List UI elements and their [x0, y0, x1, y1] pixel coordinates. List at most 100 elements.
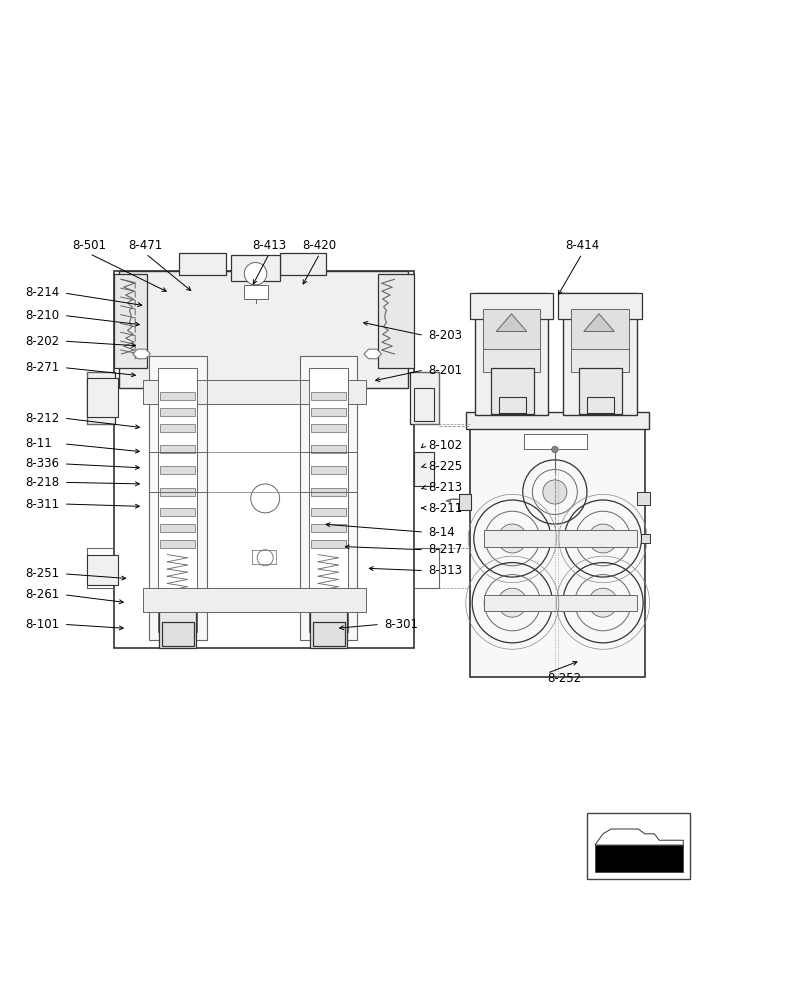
Bar — [300, 356, 357, 640]
Bar — [280, 253, 326, 275]
Bar — [524, 434, 587, 449]
Bar — [378, 274, 414, 368]
Text: 8-414: 8-414 — [565, 239, 600, 252]
Bar — [571, 349, 629, 372]
Text: 8-336: 8-336 — [25, 457, 59, 470]
Bar — [113, 271, 414, 648]
Bar — [119, 271, 408, 388]
Bar — [231, 255, 280, 281]
Text: 8-202: 8-202 — [25, 335, 59, 348]
Circle shape — [588, 588, 617, 617]
Bar — [311, 392, 346, 400]
Bar — [469, 426, 645, 677]
Bar — [311, 445, 346, 453]
Bar — [311, 508, 346, 516]
Bar — [87, 378, 117, 417]
Text: 8-218: 8-218 — [25, 476, 59, 489]
Polygon shape — [595, 829, 684, 845]
Circle shape — [498, 588, 527, 617]
Bar — [160, 466, 196, 474]
Bar — [311, 540, 346, 548]
Text: 8-11: 8-11 — [25, 437, 52, 450]
Circle shape — [552, 446, 558, 453]
Text: 8-311: 8-311 — [25, 498, 59, 511]
Bar — [587, 813, 690, 879]
Polygon shape — [364, 349, 381, 359]
Bar — [160, 408, 196, 416]
Text: 8-210: 8-210 — [25, 309, 59, 322]
Bar — [160, 392, 196, 400]
Bar — [160, 524, 196, 532]
Bar — [484, 595, 637, 611]
Polygon shape — [496, 314, 527, 331]
Bar — [499, 397, 526, 413]
Bar — [484, 530, 637, 547]
Text: 8-211: 8-211 — [428, 502, 462, 515]
Bar — [465, 412, 649, 429]
Text: 8-501: 8-501 — [73, 239, 107, 252]
Bar — [309, 368, 347, 632]
Bar — [243, 285, 267, 299]
Bar — [311, 408, 346, 416]
Bar — [558, 293, 642, 319]
Bar — [160, 508, 196, 516]
Text: 8-213: 8-213 — [428, 481, 462, 494]
Bar — [149, 356, 207, 640]
Circle shape — [244, 262, 267, 285]
Text: 8-217: 8-217 — [428, 543, 462, 556]
Text: 8-251: 8-251 — [25, 567, 59, 580]
Polygon shape — [583, 314, 614, 331]
Text: 8-203: 8-203 — [428, 329, 462, 342]
Bar — [311, 524, 346, 532]
Bar — [414, 452, 434, 486]
Bar — [158, 368, 197, 632]
Bar — [160, 445, 196, 453]
Bar — [143, 380, 366, 404]
Bar — [160, 424, 196, 432]
Circle shape — [498, 524, 527, 553]
Bar — [87, 555, 117, 585]
Text: 8-301: 8-301 — [384, 618, 418, 631]
Circle shape — [588, 524, 617, 553]
Text: 8-225: 8-225 — [428, 460, 462, 473]
Text: 8-252: 8-252 — [547, 672, 581, 685]
Bar — [179, 253, 226, 275]
Bar — [159, 608, 196, 648]
Text: 8-271: 8-271 — [25, 361, 60, 374]
Text: 8-313: 8-313 — [428, 564, 462, 577]
Polygon shape — [446, 499, 459, 502]
Text: 8-413: 8-413 — [252, 239, 286, 252]
Bar — [87, 372, 115, 424]
Text: 8-471: 8-471 — [128, 239, 162, 252]
Bar — [410, 372, 439, 424]
Circle shape — [543, 480, 567, 504]
Text: 8-212: 8-212 — [25, 412, 60, 425]
Bar — [311, 466, 346, 474]
Polygon shape — [247, 285, 263, 295]
Bar — [571, 309, 629, 353]
Bar — [313, 622, 345, 646]
Text: 8-101: 8-101 — [25, 618, 59, 631]
Bar — [490, 368, 534, 414]
Bar — [579, 368, 622, 414]
Bar — [482, 309, 541, 353]
Bar — [311, 488, 346, 496]
Text: 8-14: 8-14 — [428, 526, 455, 539]
Bar — [641, 534, 650, 543]
Polygon shape — [595, 845, 684, 872]
Bar — [414, 388, 434, 421]
Bar — [482, 349, 541, 372]
Bar — [587, 397, 614, 413]
Bar — [469, 293, 553, 319]
Bar — [563, 293, 637, 415]
Bar — [637, 492, 650, 505]
Bar — [474, 293, 549, 415]
Bar — [160, 488, 196, 496]
Bar — [162, 622, 194, 646]
Bar — [459, 494, 471, 510]
Text: 8-201: 8-201 — [428, 364, 462, 377]
Bar — [113, 274, 147, 368]
Text: 8-102: 8-102 — [428, 439, 462, 452]
Bar — [160, 540, 196, 548]
Bar — [310, 608, 347, 648]
